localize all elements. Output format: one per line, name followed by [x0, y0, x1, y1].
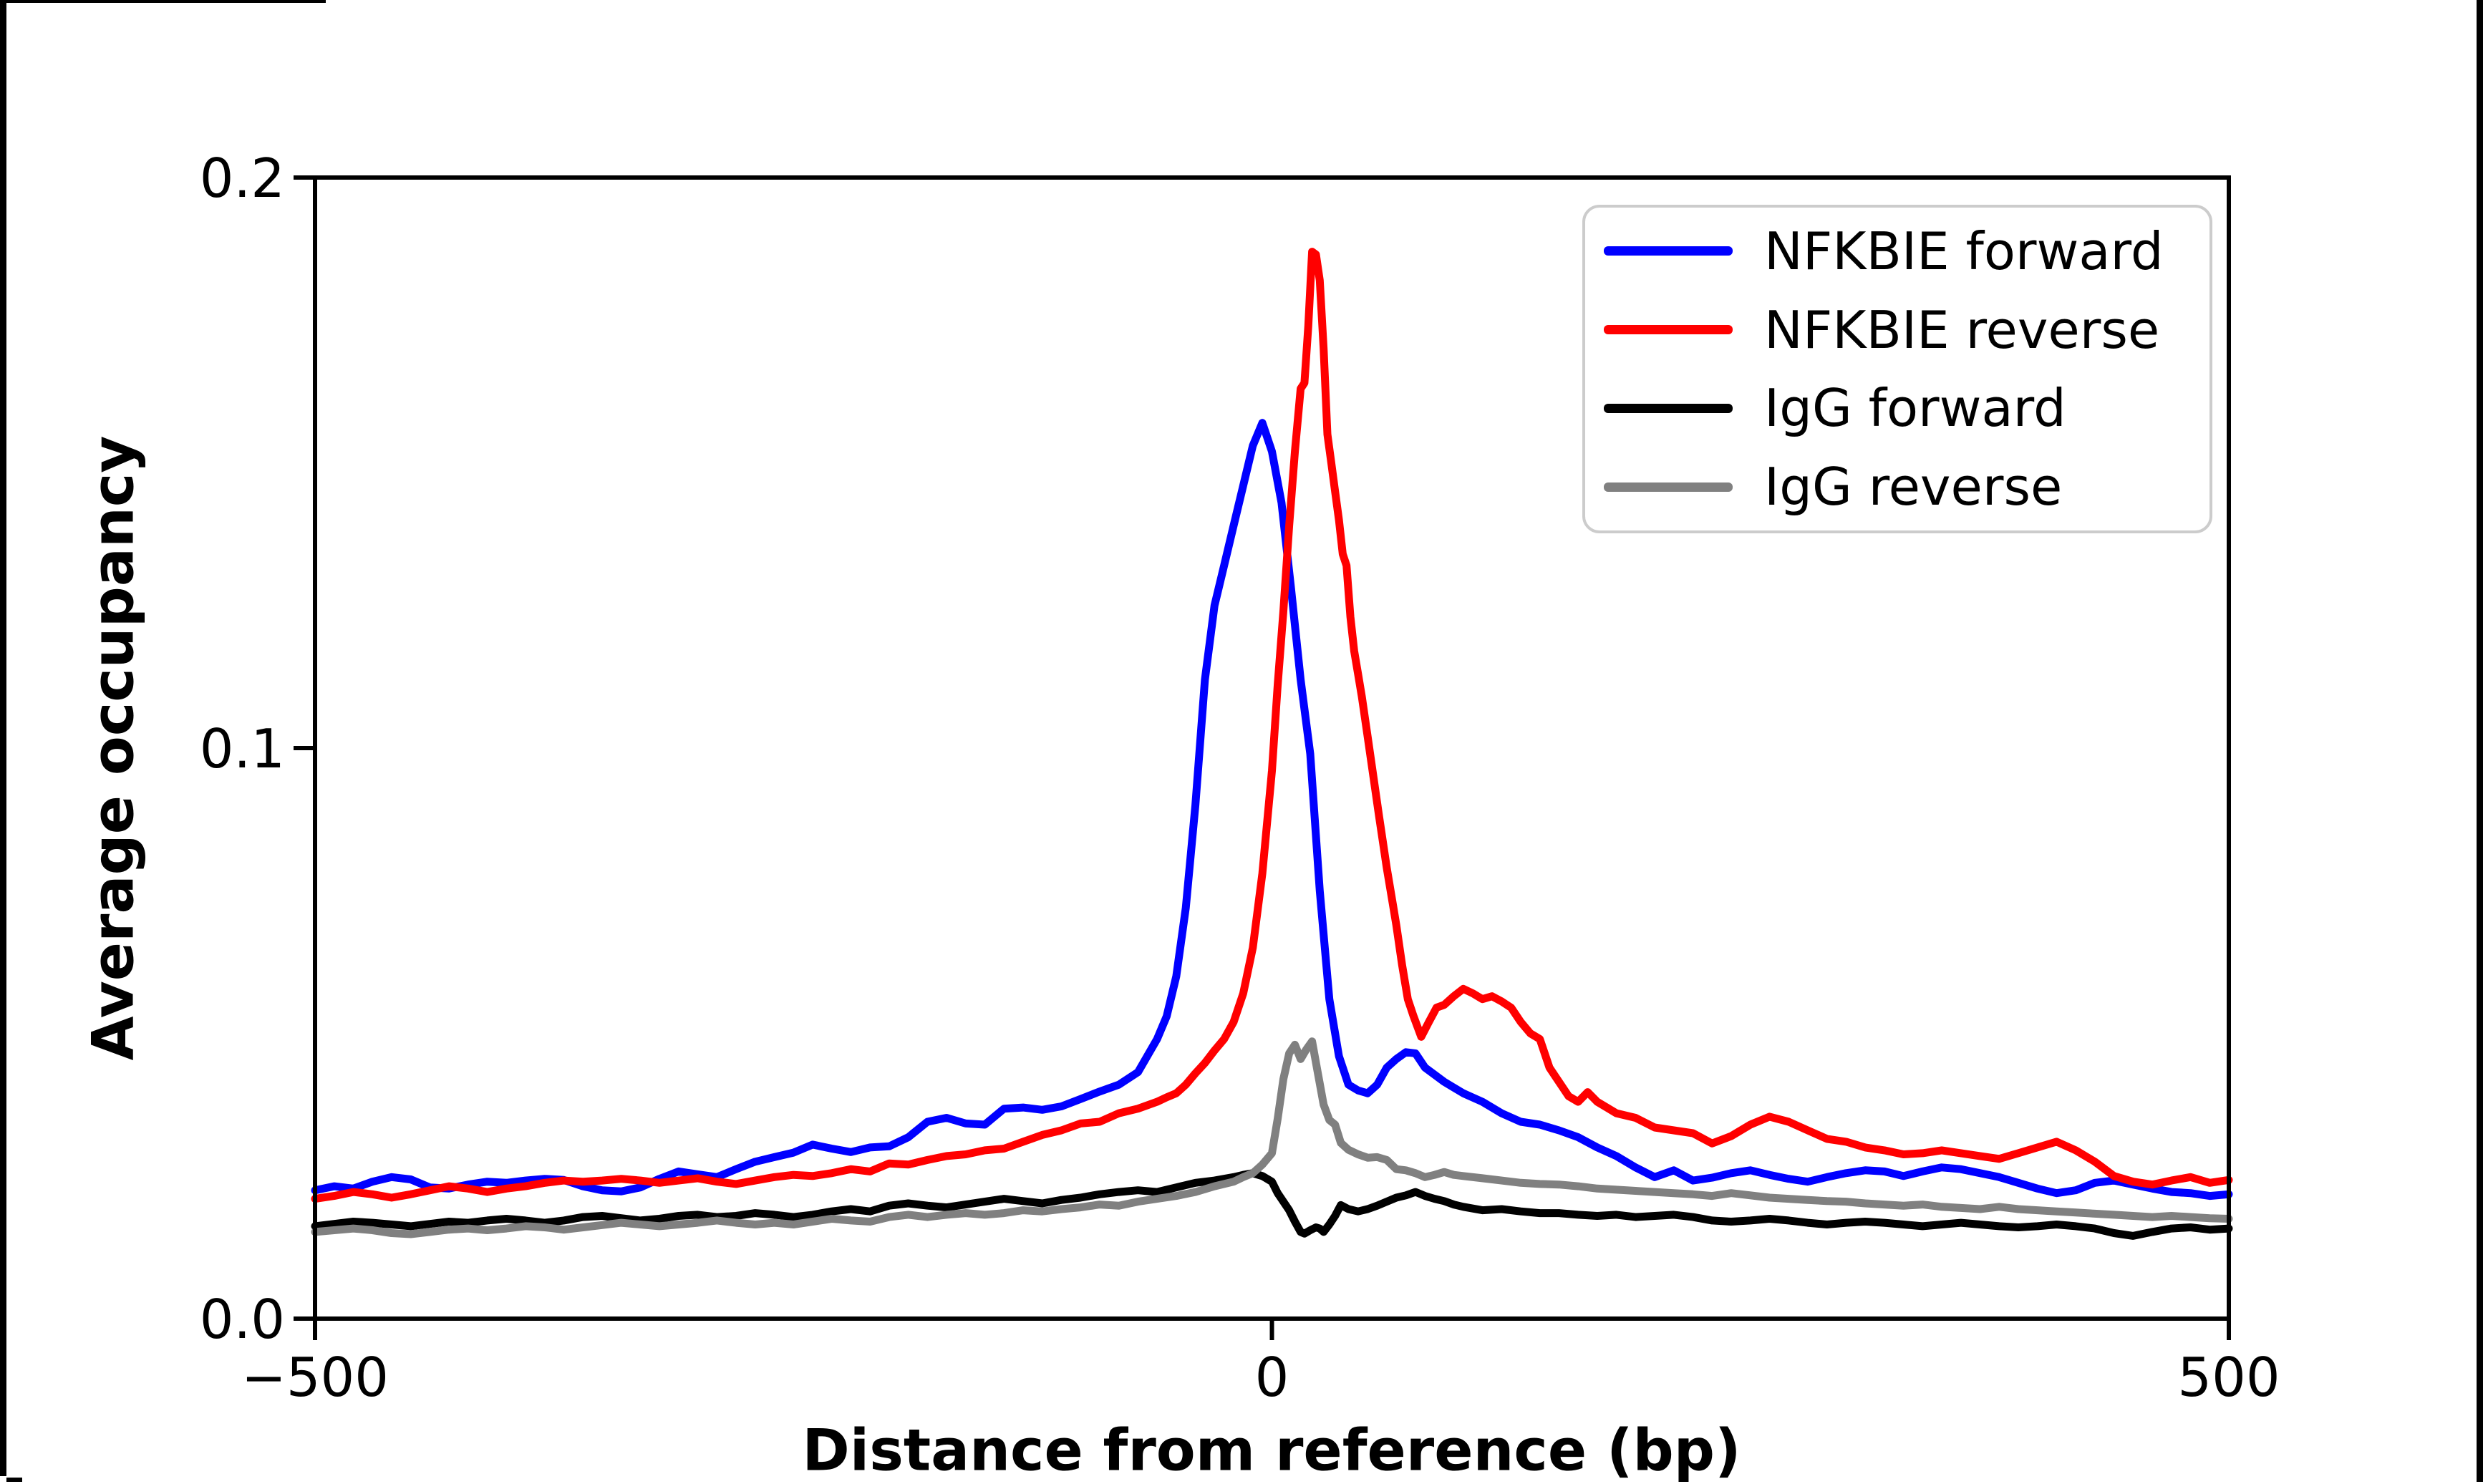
legend-swatch-igg-forward	[1604, 403, 1733, 413]
legend-row: IgG forward	[1585, 382, 2209, 434]
x-tick-label: 0	[1255, 1346, 1289, 1409]
legend-swatch-nfkbie-reverse	[1604, 325, 1733, 335]
series-line-igg-forward	[311, 1169, 2233, 1240]
legend-label: IgG forward	[1764, 378, 2066, 439]
legend-row: IgG reverse	[1585, 461, 2209, 513]
series-lines	[311, 248, 2233, 1240]
legend-swatch-nfkbie-forward	[1604, 246, 1733, 256]
legend-swatch-igg-reverse	[1604, 482, 1733, 492]
legend-row: NFKBIE forward	[1585, 225, 2209, 277]
y-axis-label: Average occupancy	[79, 435, 147, 1061]
x-axis-label: Distance from reference (bp)	[802, 1417, 1741, 1484]
legend-label: NFKBIE forward	[1764, 220, 2164, 281]
legend-label: IgG reverse	[1764, 457, 2063, 518]
legend: NFKBIE forward NFKBIE reverse IgG forward I…	[1582, 205, 2212, 533]
screen-edge-artifact-bottom	[6, 1478, 22, 1482]
y-tick-label: 0.1	[200, 717, 285, 780]
y-tick-label: 0.2	[200, 147, 285, 210]
screen-edge-artifact-right	[2477, 0, 2483, 1482]
x-tick-label: −500	[241, 1346, 389, 1409]
screen-edge-artifact-top	[0, 0, 326, 3]
legend-row: NFKBIE reverse	[1585, 304, 2209, 356]
screen-edge-artifact-left	[0, 0, 6, 1476]
series-line-igg-reverse	[311, 1037, 2233, 1238]
legend-label: NFKBIE reverse	[1764, 299, 2160, 360]
axis-ticks	[294, 175, 2231, 1340]
series-line-nfkbie-reverse	[311, 248, 2233, 1203]
axis-tick-labels: −500 0 500 0.0 0.1 0.2	[200, 147, 2280, 1409]
series-line-nfkbie-forward	[311, 419, 2233, 1201]
y-tick-label: 0.0	[200, 1288, 285, 1351]
x-tick-label: 500	[2177, 1346, 2280, 1409]
